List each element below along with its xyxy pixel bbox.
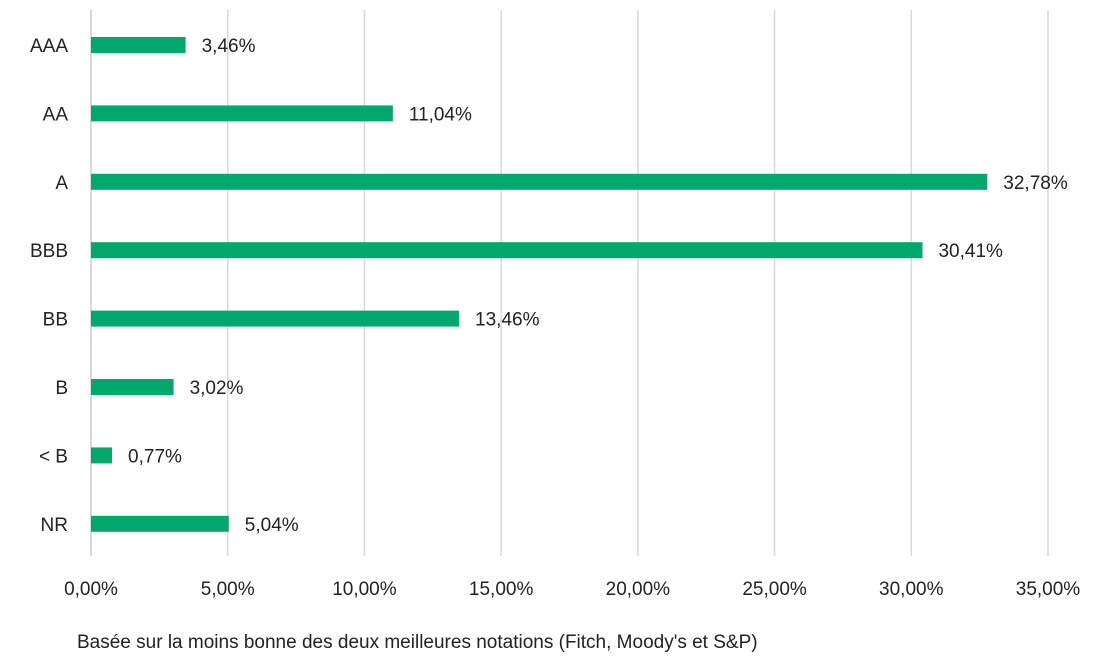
data-labels: 3,46% 11,04% 32,78% 30,41% 13,46% 3,02% 0,77% 5…: [128, 36, 1068, 536]
bar-3: [91, 242, 923, 259]
category-label: BBB: [30, 241, 68, 262]
x-tick-label: 35,00%: [1016, 579, 1081, 600]
bar-2: [91, 173, 988, 190]
x-tick-label: 0,00%: [64, 579, 118, 600]
gridlines: [90, 10, 1049, 556]
bar-1: [91, 105, 393, 122]
bar-7: [91, 515, 229, 532]
x-tick-label: 30,00%: [879, 579, 944, 600]
x-tick-label: 25,00%: [742, 579, 807, 600]
data-label: 3,02%: [190, 378, 244, 399]
bar-5: [91, 379, 174, 395]
category-label: BB: [43, 310, 68, 331]
x-tick-label: 5,00%: [201, 579, 255, 600]
bar-0: [91, 37, 186, 53]
data-label: 11,04%: [409, 104, 472, 125]
x-tick-label: 20,00%: [606, 579, 671, 600]
x-tick-label: 15,00%: [469, 579, 534, 600]
category-label: NR: [41, 515, 68, 536]
category-label: A: [55, 173, 68, 194]
bar-6: [91, 447, 113, 464]
category-label: AA: [43, 104, 69, 125]
bar-4: [91, 310, 460, 327]
data-label: 0,77%: [128, 446, 182, 467]
category-label: AAA: [30, 36, 68, 57]
bars: [91, 37, 988, 532]
x-tick-label: 10,00%: [332, 579, 397, 600]
data-label: 5,04%: [245, 515, 299, 536]
category-label: B: [55, 378, 68, 399]
category-label: < B: [39, 446, 68, 467]
data-label: 30,41%: [938, 241, 1003, 262]
data-label: 32,78%: [1003, 173, 1068, 194]
data-label: 13,46%: [475, 310, 540, 331]
x-axis-tick-labels: 0,00% 5,00% 10,00% 15,00% 20,00% 25,00% 30,00%…: [64, 579, 1080, 600]
chart-footnote: Basée sur la moins bonne des deux meille…: [77, 632, 758, 653]
data-label: 3,46%: [202, 36, 256, 57]
